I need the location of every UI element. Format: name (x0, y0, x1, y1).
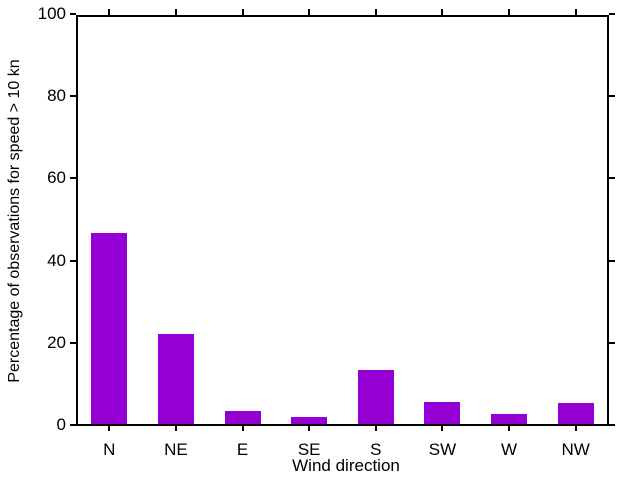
x-tick-top-E (241, 9, 244, 15)
x-tick-bottom-NW (574, 426, 577, 431)
bar-S (358, 370, 394, 424)
bar-W (491, 414, 527, 424)
y-tick-left-40 (70, 259, 76, 262)
y-tick-label-40: 40 (47, 250, 66, 270)
y-tick-right-40 (609, 259, 615, 262)
y-tick-right-60 (609, 177, 615, 180)
x-tick-label-W: W (501, 440, 518, 459)
x-tick-top-W (508, 9, 511, 15)
x-tick-bottom-NE (174, 426, 177, 431)
x-tick-bottom-SW (441, 426, 444, 431)
y-tick-left-0 (70, 424, 76, 426)
y-tick-label-80: 80 (47, 86, 66, 106)
y-tick-label-20: 20 (47, 332, 66, 352)
x-tick-bottom-S (374, 426, 377, 431)
x-tick-label-SE: SE (297, 440, 321, 459)
x-tick-bottom-E (241, 426, 244, 431)
y-tick-right-20 (609, 341, 615, 344)
bar-SW (424, 402, 460, 424)
x-tick-top-N (108, 9, 111, 15)
x-tick-label-NE: NE (164, 440, 188, 459)
bar-N (91, 233, 127, 424)
y-tick-left-80 (70, 95, 76, 98)
x-tick-bottom-SE (308, 426, 311, 431)
y-tick-left-20 (70, 341, 76, 344)
x-tick-label-N: N (103, 440, 116, 459)
x-tick-label-E: E (236, 440, 249, 459)
bar-SE (291, 417, 327, 424)
bar-NW (558, 403, 594, 424)
x-tick-label-S: S (370, 440, 382, 459)
x-tick-top-NE (174, 9, 177, 15)
y-tick-label-60: 60 (47, 168, 66, 188)
y-tick-left-100 (70, 13, 76, 15)
y-tick-left-60 (70, 177, 76, 180)
x-tick-top-S (374, 9, 377, 15)
y-tick-right-80 (609, 95, 615, 98)
x-tick-label-SW: SW (428, 440, 457, 459)
x-tick-top-SW (441, 9, 444, 15)
y-tick-label-0: 0 (56, 415, 66, 434)
x-tick-bottom-W (508, 426, 511, 431)
x-tick-label-NW: NW (561, 440, 590, 459)
y-axis-label: Percentage of observations for speed > 1… (6, 59, 23, 383)
plot-area (76, 15, 609, 426)
y-tick-right-100 (609, 13, 615, 15)
bar-E (225, 411, 261, 424)
y-tick-right-0 (609, 424, 615, 426)
x-tick-top-NW (574, 9, 577, 15)
y-tick-label-100: 100 (37, 4, 66, 23)
x-axis-label: Wind direction (292, 456, 400, 475)
x-tick-top-SE (308, 9, 311, 15)
x-tick-bottom-N (108, 426, 111, 431)
bar-NE (158, 334, 194, 424)
